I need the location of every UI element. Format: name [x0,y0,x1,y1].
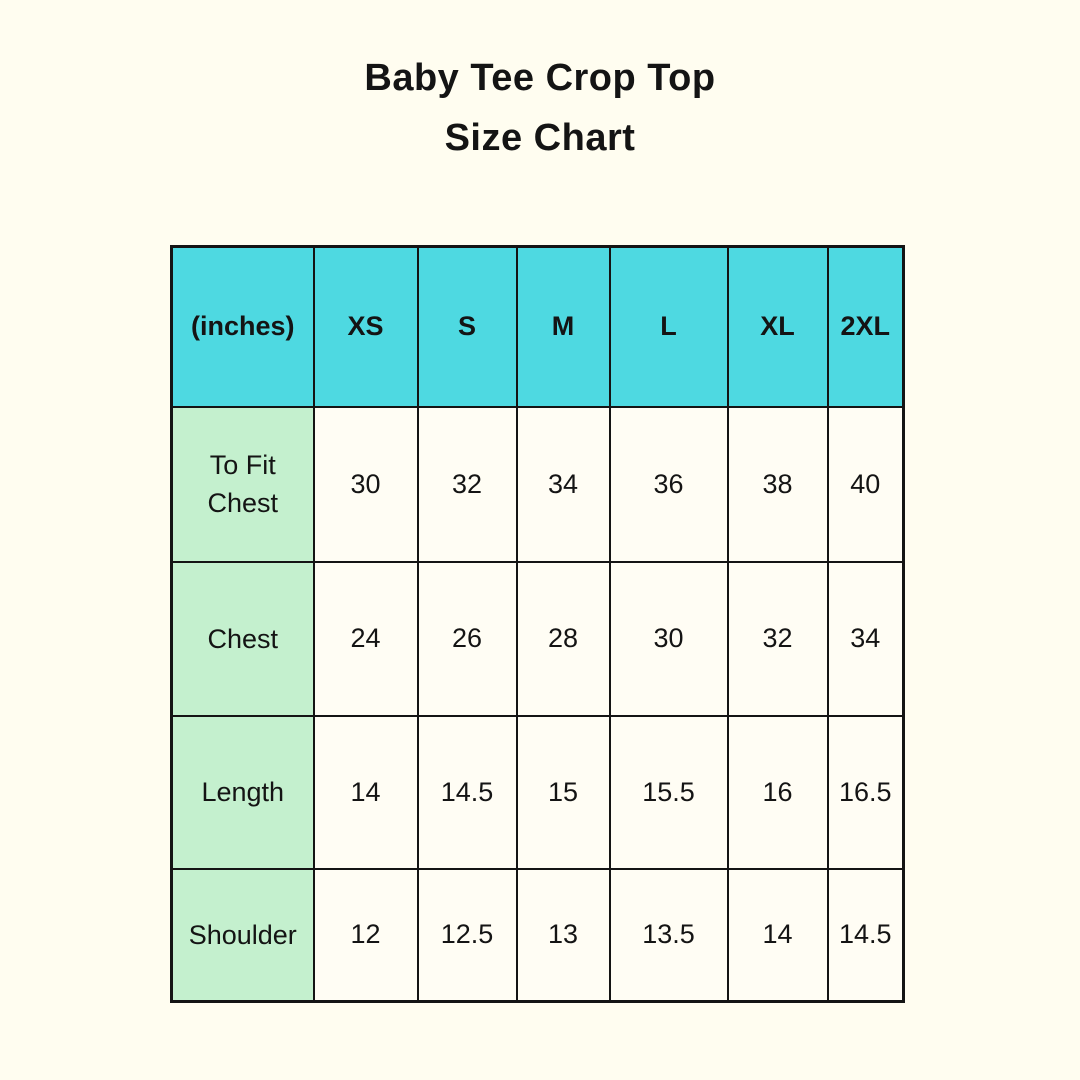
row-label-length: Length [170,714,315,870]
value-cell: 16.5 [826,714,905,870]
value-cell: 30 [312,405,419,563]
table-row-to-fit-chest: To Fit Chest 30 32 34 36 38 40 [170,405,905,563]
table-row-chest: Chest 24 26 28 30 32 34 [170,560,905,717]
page-title-line-1: Baby Tee Crop Top [364,57,716,99]
size-header-l: L [608,245,729,408]
page-title: Baby Tee Crop Top Size Chart [0,48,1080,168]
value-cell: 14.5 [416,714,518,870]
size-header-xs: XS [312,245,419,408]
value-cell: 16 [726,714,829,870]
value-cell: 34 [826,560,905,717]
value-cell: 15 [515,714,611,870]
table-header-row: (inches) XS S M L XL 2XL [170,245,905,408]
value-cell: 13.5 [608,867,729,1003]
value-cell: 14 [312,714,419,870]
value-cell: 36 [608,405,729,563]
value-cell: 12 [312,867,419,1003]
row-label-chest: Chest [170,560,315,717]
size-header-2xl: 2XL [826,245,905,408]
value-cell: 40 [826,405,905,563]
value-cell: 12.5 [416,867,518,1003]
value-cell: 32 [416,405,518,563]
size-header-s: S [416,245,518,408]
page-title-line-2: Size Chart [444,117,636,159]
value-cell: 13 [515,867,611,1003]
size-header-m: M [515,245,611,408]
value-cell: 30 [608,560,729,717]
value-cell: 34 [515,405,611,563]
units-header-cell: (inches) [170,245,315,408]
value-cell: 24 [312,560,419,717]
row-label-to-fit-chest: To Fit Chest [170,405,315,563]
value-cell: 28 [515,560,611,717]
row-label-shoulder: Shoulder [170,867,315,1003]
table-row-shoulder: Shoulder 12 12.5 13 13.5 14 14.5 [170,867,905,1003]
value-cell: 26 [416,560,518,717]
table-row-length: Length 14 14.5 15 15.5 16 16.5 [170,714,905,870]
value-cell: 15.5 [608,714,729,870]
value-cell: 32 [726,560,829,717]
size-chart-table: (inches) XS S M L XL 2XL To Fit Chest 30… [170,245,905,1003]
value-cell: 14 [726,867,829,1003]
value-cell: 14.5 [826,867,905,1003]
value-cell: 38 [726,405,829,563]
size-header-xl: XL [726,245,829,408]
